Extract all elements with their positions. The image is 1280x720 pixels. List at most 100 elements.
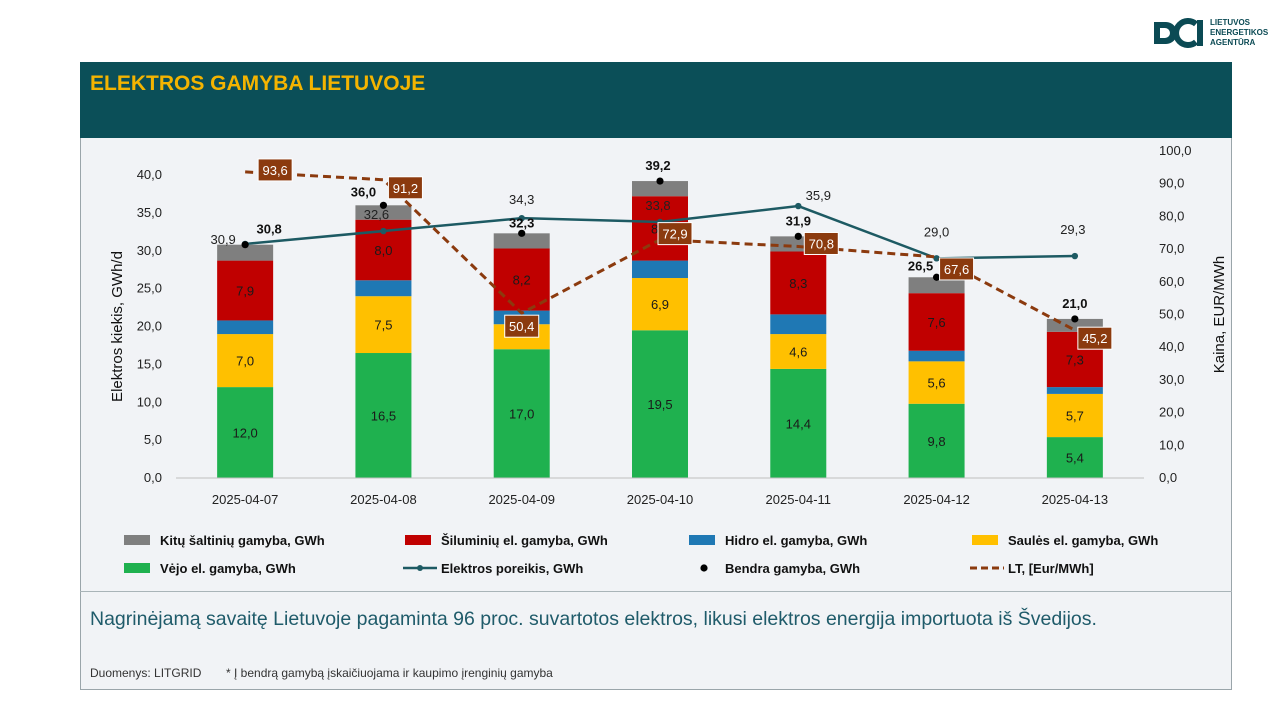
bar-segment-thermal (908, 293, 965, 351)
y2-tick-label: 10,0 (1159, 437, 1184, 452)
demand-value-label: 30,9 (210, 232, 235, 247)
price-value-label: 70,8 (809, 236, 834, 251)
y2-tick-label: 80,0 (1159, 208, 1184, 223)
bar-segment-wind (355, 353, 412, 478)
total-value-label: 31,9 (786, 213, 811, 228)
y2-tick-label: 0,0 (1159, 470, 1177, 485)
bar-segment-wind (493, 349, 550, 478)
bar-segment-solar (217, 334, 274, 388)
demand-point (795, 202, 802, 210)
x-tick-label: 2025-04-08 (350, 492, 417, 507)
x-tick-label: 2025-04-13 (1042, 492, 1109, 507)
y2-tick-label: 90,0 (1159, 176, 1184, 191)
y2-axis-title: Kaina, EUR/MWh (1211, 256, 1228, 374)
bar-value-label: 8,0 (374, 243, 392, 258)
total-value-label: 32,3 (509, 215, 534, 230)
bar-segment-solar (770, 334, 827, 369)
total-point (1071, 315, 1079, 323)
energy-chart: 12,07,07,916,57,58,017,08,219,56,98,514,… (109, 143, 1228, 576)
y2-tick-label: 30,0 (1159, 372, 1184, 387)
total-point (379, 201, 388, 209)
y2-tick-label: 100,0 (1159, 143, 1192, 158)
bar-segment-other (632, 181, 688, 197)
bar-segment-wind (632, 330, 688, 478)
bar-value-label: 9,8 (928, 434, 946, 449)
bar-segment-other (217, 244, 274, 261)
price-label-box (1077, 326, 1113, 350)
agency-logo: LIETUVOS ENERGETIKOS AGENTŪRA (1150, 16, 1270, 56)
price-value-label: 93,6 (262, 163, 287, 178)
legend-swatch-hydro (689, 535, 715, 545)
chart-legend: Kitų šaltinių gamyba, GWh Šiluminių el. g… (124, 533, 1158, 576)
demand-value-label: 33,8 (645, 198, 670, 213)
y-axis-title: Elektros kiekis, GWh/d (109, 251, 126, 402)
y-tick-label: 15,0 (137, 356, 162, 371)
legend-swatch-other (124, 535, 150, 545)
legend-label: LT, [Eur/MWh] (1008, 561, 1094, 576)
y2-tick-label: 20,0 (1159, 405, 1184, 420)
legend-label: Saulės el. gamyba, GWh (1008, 533, 1158, 548)
chart-bars (217, 181, 1103, 478)
y2-tick-label: 40,0 (1159, 339, 1184, 354)
data-source: Duomenys: LITGRID (90, 666, 202, 680)
y-tick-label: 10,0 (137, 394, 162, 409)
demand-value-label: 35,9 (806, 188, 831, 203)
agency-name: LIETUVOS ENERGETIKOS AGENTŪRA (1210, 18, 1269, 47)
price-value-label: 72,9 (662, 227, 687, 242)
legend-swatch-solar (972, 535, 998, 545)
bar-segment-solar (632, 278, 688, 331)
bar-segment-solar (355, 296, 412, 354)
price-label-box (939, 257, 975, 281)
total-point (241, 241, 249, 249)
legend-marker-demand (417, 565, 423, 571)
bar-value-label: 7,0 (236, 354, 254, 369)
demand-value-label: 29,0 (924, 224, 949, 239)
bar-segment-hydro (632, 260, 688, 279)
bar-segment-hydro (355, 280, 412, 297)
bar-value-label: 7,6 (928, 315, 946, 330)
price-value-label: 50,4 (509, 319, 534, 334)
y-tick-label: 40,0 (137, 167, 162, 182)
total-value-label: 21,0 (1062, 296, 1087, 311)
logo-mark-icon (1154, 18, 1203, 48)
page-title: ELEKTROS GAMYBA LIETUVOJE (90, 72, 426, 95)
y2-tick-label: 50,0 (1159, 307, 1184, 322)
y-tick-label: 30,0 (137, 243, 162, 258)
price-label-box (257, 158, 293, 182)
y2-tick-label: 70,0 (1159, 241, 1184, 256)
legend-label: Elektros poreikis, GWh (441, 561, 583, 576)
legend-label: Bendra gamyba, GWh (725, 561, 860, 576)
total-value-label: 36,0 (351, 184, 376, 199)
divider (80, 591, 1232, 592)
bar-segment-thermal (493, 248, 550, 311)
x-tick-label: 2025-04-07 (212, 492, 279, 507)
bar-segment-wind (1046, 437, 1103, 478)
bar-segment-hydro (217, 320, 274, 335)
x-tick-label: 2025-04-12 (903, 492, 970, 507)
bar-value-label: 4,6 (789, 344, 807, 359)
legend-label: Kitų šaltinių gamyba, GWh (160, 533, 325, 548)
bar-value-label: 17,0 (509, 407, 534, 422)
price-label-box (504, 314, 540, 338)
demand-value-label: 34,3 (509, 192, 534, 207)
bar-segment-hydro (1046, 387, 1103, 394)
legend-label: Hidro el. gamyba, GWh (725, 533, 867, 548)
bar-value-label: 7,9 (236, 284, 254, 299)
demand-value-label: 32,6 (364, 207, 389, 222)
bar-value-label: 5,4 (1066, 451, 1084, 466)
bar-segment-wind (908, 403, 965, 478)
bar-value-label: 8,3 (789, 276, 807, 291)
bar-segment-solar (908, 361, 965, 404)
total-point (656, 177, 664, 185)
total-point (518, 229, 526, 237)
bar-value-label: 5,7 (1066, 409, 1084, 424)
demand-point (518, 214, 525, 222)
total-point (932, 273, 941, 281)
bar-value-label: 5,6 (928, 376, 946, 391)
demand-point (1071, 252, 1079, 260)
y-tick-label: 5,0 (144, 432, 162, 447)
bar-value-label: 7,5 (374, 318, 392, 333)
y2-tick-label: 60,0 (1159, 274, 1184, 289)
bar-segment-hydro (770, 314, 827, 335)
y-tick-label: 35,0 (137, 205, 162, 220)
